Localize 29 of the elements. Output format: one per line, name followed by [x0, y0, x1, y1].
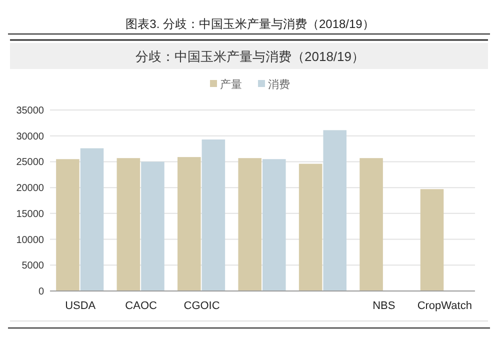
bar	[202, 139, 226, 291]
bar	[298, 164, 322, 291]
legend-label: 消费	[268, 78, 290, 91]
legend-label: 产量	[220, 78, 242, 91]
bar	[323, 130, 346, 291]
x-tick-label: CropWatch	[417, 300, 472, 312]
y-tick-label: 25000	[16, 157, 44, 168]
bar	[56, 159, 80, 291]
chart-title: 图表3. 分歧：中国玉米产量与消费（2018/19）	[126, 17, 374, 31]
bar	[262, 159, 286, 291]
bar	[420, 189, 444, 291]
y-tick-label: 20000	[16, 183, 44, 194]
x-tick-label: CGOIC	[184, 300, 220, 312]
y-tick-label: 5000	[22, 260, 44, 272]
y-tick-label: 0	[38, 286, 44, 298]
x-tick-label: CAOC	[125, 300, 158, 312]
y-tick-label: 10000	[16, 234, 44, 246]
bar	[116, 158, 140, 291]
x-tick-label: NBS	[372, 300, 396, 312]
y-tick-label: 30000	[16, 131, 44, 142]
bar	[360, 158, 383, 291]
y-tick-label: 35000	[16, 106, 44, 116]
x-tick-label: USDA	[65, 300, 96, 312]
bar	[141, 162, 164, 291]
bar	[178, 157, 201, 291]
chart-subtitle: 分歧：中国玉米产量与消费（2018/19）	[136, 49, 364, 64]
y-tick-label: 15000	[16, 208, 44, 220]
bar	[238, 158, 262, 291]
bar	[80, 148, 104, 291]
